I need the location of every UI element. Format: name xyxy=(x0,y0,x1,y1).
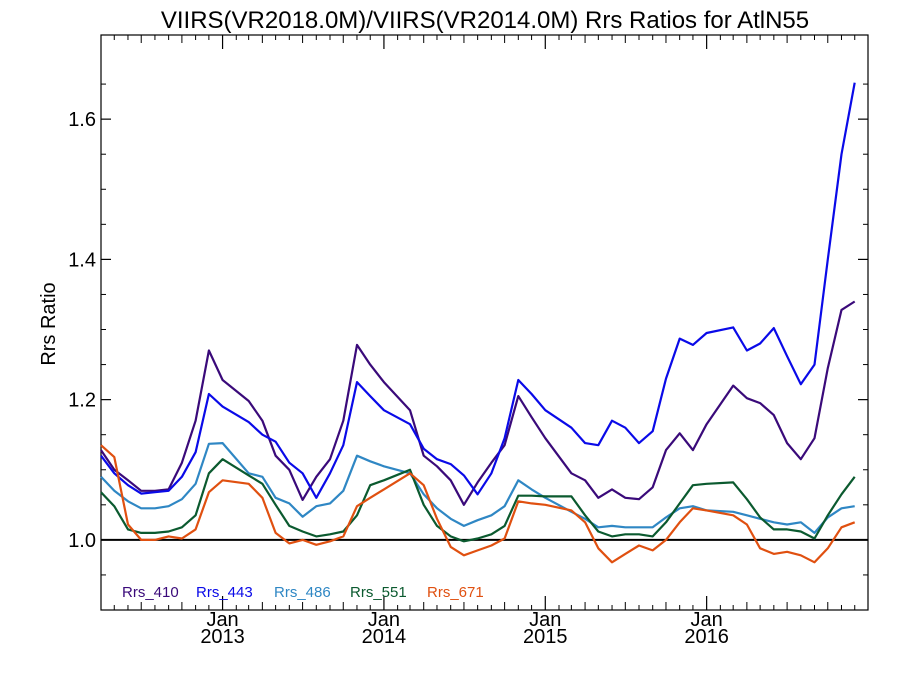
x-tick-label-month: Jan xyxy=(206,609,238,631)
x-tick-label-year: 2013 xyxy=(200,626,245,648)
x-tick-label-month: Jan xyxy=(691,609,723,631)
x-tick-label-year: 2014 xyxy=(362,626,407,648)
series-line-rrs-551 xyxy=(100,458,856,543)
x-tick-label-month: Jan xyxy=(529,609,561,631)
series-line-rrs-486 xyxy=(100,442,855,535)
series-line-rrs-671 xyxy=(100,444,856,564)
x-tick-label-year: 2016 xyxy=(684,626,729,648)
chart-title: VIIRS(VR2018.0M)/VIIRS(VR2014.0M) Rrs Ra… xyxy=(161,7,809,34)
legend-item-rrs-410: Rrs_410 xyxy=(122,584,179,601)
y-tick-label: 1.6 xyxy=(68,109,96,131)
plot-frame xyxy=(100,34,869,611)
legend-item-rrs-443: Rrs_443 xyxy=(196,584,253,601)
y-tick-label: 1.4 xyxy=(68,249,96,271)
legend-item-rrs-486: Rrs_486 xyxy=(274,584,331,601)
series-line-rrs-443 xyxy=(100,82,856,499)
x-tick-label-year: 2015 xyxy=(523,626,568,648)
y-axis-label: Rrs Ratio xyxy=(38,282,60,365)
legend-item-rrs-551: Rrs_551 xyxy=(350,584,407,601)
legend-item-rrs-671: Rrs_671 xyxy=(427,584,484,601)
y-tick-label: 1.0 xyxy=(68,530,96,552)
legend: Rrs_410 Rrs_443 Rrs_486 Rrs_551 Rrs_671 xyxy=(122,584,484,601)
series-lines xyxy=(100,82,856,564)
y-tick-label: 1.2 xyxy=(68,390,96,412)
series-line-rrs-410 xyxy=(100,300,856,506)
x-tick-label-month: Jan xyxy=(368,609,400,631)
